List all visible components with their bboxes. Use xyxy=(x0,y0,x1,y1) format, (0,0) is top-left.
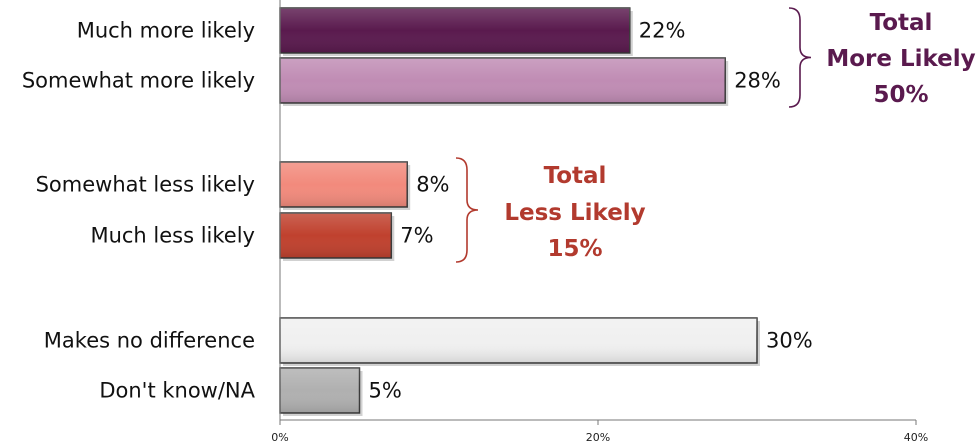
value-label: 22% xyxy=(639,19,686,43)
category-label: Somewhat less likely xyxy=(36,173,255,197)
bar-gloss xyxy=(280,368,360,413)
value-label: 7% xyxy=(400,224,433,248)
bar-gloss xyxy=(280,8,630,53)
value-label: 5% xyxy=(369,379,402,403)
x-tick-label: 20% xyxy=(586,431,610,444)
group-brace xyxy=(788,7,812,108)
x-tick-label: 40% xyxy=(904,431,928,444)
group-label: Total xyxy=(544,163,607,189)
group-label: More Likely xyxy=(826,46,975,72)
bar-gloss xyxy=(280,318,757,363)
value-label: 8% xyxy=(416,173,449,197)
x-tick-label: 0% xyxy=(271,431,288,444)
group-label: 50% xyxy=(873,82,928,108)
category-label: Much less likely xyxy=(90,224,255,248)
category-label: Somewhat more likely xyxy=(22,69,255,93)
group-brace xyxy=(455,157,479,263)
bar-gloss xyxy=(280,162,408,207)
group-label: 15% xyxy=(547,236,602,262)
group-label: Less Likely xyxy=(504,200,645,226)
bar-gloss xyxy=(280,213,392,258)
category-label: Makes no difference xyxy=(44,329,255,353)
value-label: 28% xyxy=(734,69,781,93)
value-label: 30% xyxy=(766,329,813,353)
group-label: Total xyxy=(870,10,933,36)
category-label: Don't know/NA xyxy=(99,379,255,403)
category-label: Much more likely xyxy=(77,19,255,43)
bar-gloss xyxy=(280,58,726,103)
